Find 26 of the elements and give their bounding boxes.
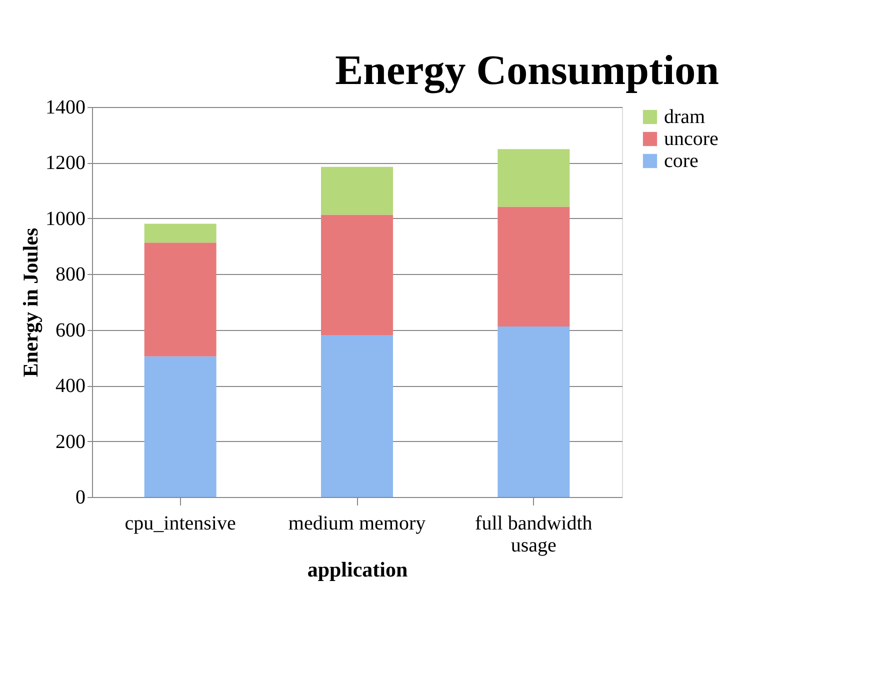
y-tick-label: 1200 bbox=[46, 152, 86, 174]
x-tick-label: medium memory bbox=[288, 512, 426, 534]
x-tick-label: cpu_intensive bbox=[124, 512, 236, 534]
legend-label: uncore bbox=[664, 128, 719, 150]
chart-title: Energy Consumption bbox=[335, 48, 719, 94]
bar bbox=[321, 335, 393, 497]
y-tick-label: 1000 bbox=[46, 208, 86, 230]
bar bbox=[144, 224, 216, 243]
y-tick-label: 1400 bbox=[46, 96, 86, 118]
y-axis-title: Energy in Joules bbox=[18, 228, 42, 378]
bar bbox=[498, 149, 570, 207]
y-tick-label: 200 bbox=[56, 430, 86, 453]
bar bbox=[498, 206, 570, 327]
bar bbox=[498, 326, 570, 497]
y-tick-label: 400 bbox=[56, 375, 86, 398]
legend-label: core bbox=[664, 150, 699, 172]
bar bbox=[144, 242, 216, 356]
x-tick-label: full bandwidth usage bbox=[475, 512, 592, 556]
legend-label: dram bbox=[664, 106, 706, 128]
y-tick-label: 0 bbox=[76, 486, 86, 508]
bar bbox=[144, 356, 216, 497]
bar bbox=[321, 166, 393, 215]
y-tick-label: 800 bbox=[56, 264, 86, 286]
y-tick-label: 600 bbox=[56, 319, 86, 342]
bar bbox=[321, 214, 393, 336]
x-axis-title: application bbox=[307, 558, 408, 582]
